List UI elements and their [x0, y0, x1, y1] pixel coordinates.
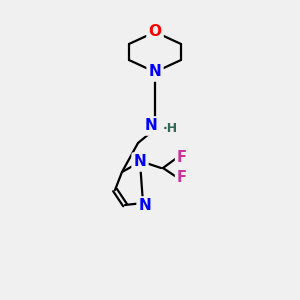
Text: O: O: [148, 25, 161, 40]
Text: N: N: [134, 154, 146, 169]
Text: N: N: [139, 199, 152, 214]
Text: ·H: ·H: [163, 122, 178, 136]
Text: F: F: [177, 170, 187, 185]
Text: N: N: [145, 118, 158, 134]
Text: F: F: [177, 149, 187, 164]
Text: N: N: [148, 64, 161, 80]
